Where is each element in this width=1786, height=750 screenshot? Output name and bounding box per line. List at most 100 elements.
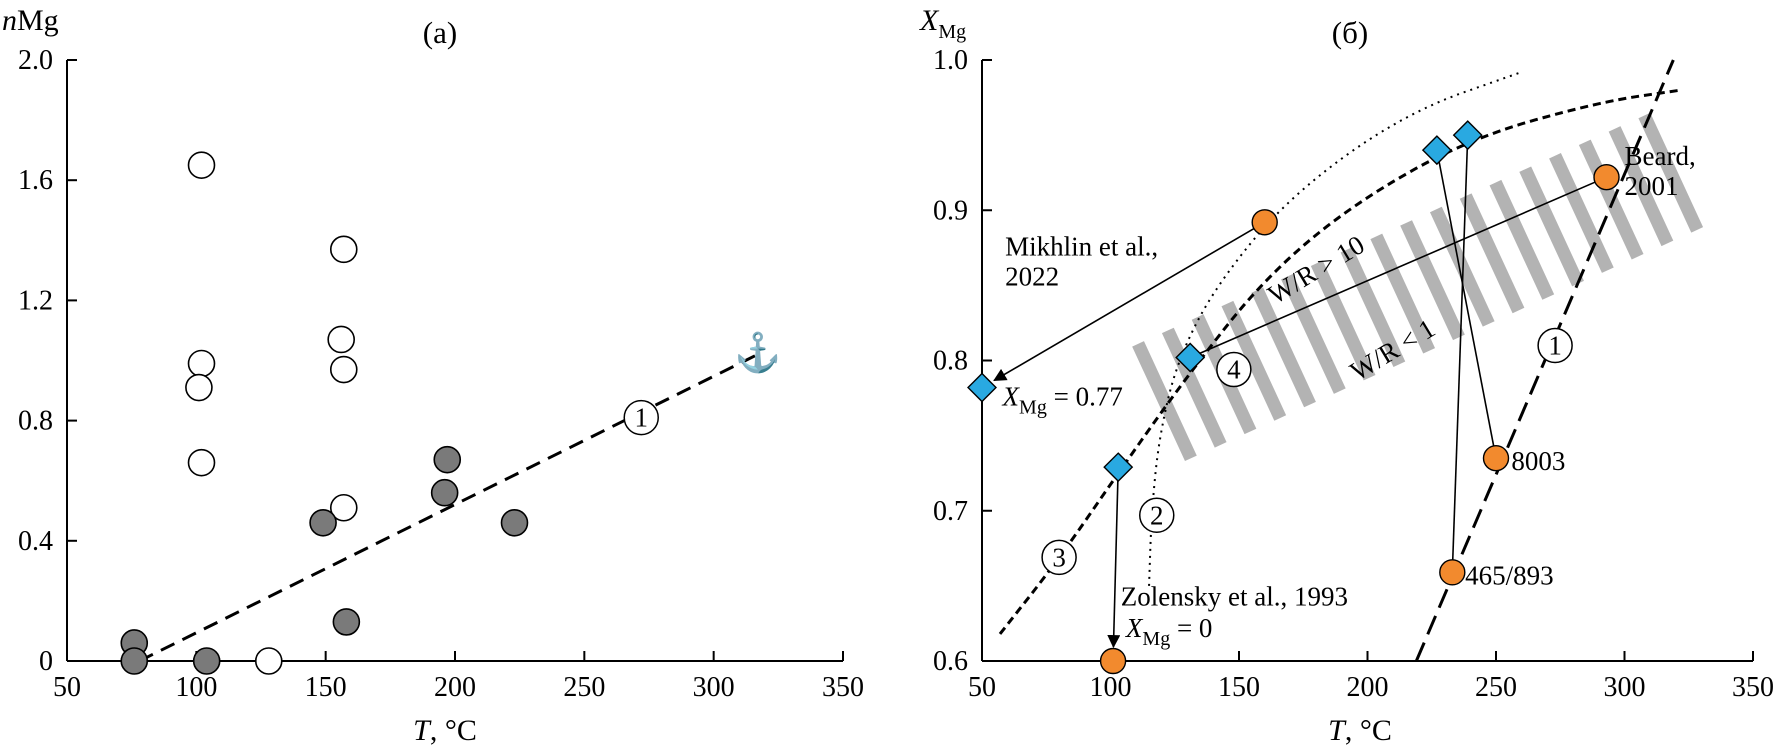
panel-b-y-tick-label: 1.0 bbox=[933, 45, 968, 76]
panel-b-y-axis-title-italic: X bbox=[919, 4, 940, 37]
panel-b-band-stripe bbox=[1578, 139, 1644, 260]
panel-b-orange-point bbox=[1099, 647, 1127, 675]
panel-a-y-tick-label: 2.0 bbox=[18, 45, 53, 76]
panel-a-filled-point bbox=[192, 647, 221, 675]
panel-b-x-axis-title-rest: , °C bbox=[1345, 714, 1392, 747]
panel-a-x-axis-title-rest: , °C bbox=[430, 714, 477, 747]
panel-a-y-tick-label: 0.8 bbox=[18, 406, 53, 437]
panel-b-x-tick-label: 300 bbox=[1604, 672, 1646, 703]
panel-a-y-axis-title-rest: Mg bbox=[17, 4, 59, 37]
panel-b-blue-diamond bbox=[1421, 135, 1452, 166]
panel-b-band-stripe bbox=[1221, 300, 1287, 421]
panel-b-curves bbox=[998, 59, 1682, 662]
panel-a-y-tick-label: 0 bbox=[39, 646, 53, 677]
panel-b-orange-point bbox=[1439, 559, 1466, 586]
panel-b-blue-diamond bbox=[1103, 452, 1134, 483]
panel-b-y-tick-label: 0.6 bbox=[933, 646, 968, 677]
panel-a-open-point bbox=[187, 151, 216, 179]
panel-b-label-4: 4 bbox=[1227, 355, 1241, 385]
panel-b-label-beard-line: 2001 bbox=[1625, 171, 1679, 201]
panel-b-connector-line bbox=[1436, 149, 1497, 459]
panel-a-open-point bbox=[185, 373, 213, 402]
panel-b-label-xmg-0-subscript: Mg bbox=[1142, 628, 1170, 650]
panel-b-orange-point bbox=[1593, 163, 1620, 191]
panel-b-y-tick-label: 0.9 bbox=[933, 195, 968, 226]
panel-b-curve-2 bbox=[1148, 71, 1523, 586]
panel-a-x-axis-title-italic: T bbox=[413, 714, 432, 747]
panel-b-x-tick-label: 350 bbox=[1732, 672, 1774, 703]
panel-b-band-stripe bbox=[1340, 247, 1406, 367]
panel-a-open-point bbox=[329, 355, 358, 384]
panel-a-axes: 50 100 150 200 250 300 350 0 0.4 0.8 1.2 1.6 2.0 bbox=[18, 45, 864, 703]
panel-a-points bbox=[120, 151, 529, 675]
panel-b-label-xmg-077-value: = 0.77 bbox=[1047, 382, 1123, 412]
panel-a-x-tick-label: 300 bbox=[693, 672, 735, 703]
panel-a-trend-line bbox=[138, 353, 759, 663]
panel-b-blue-diamond bbox=[967, 372, 997, 403]
panel-b-band-stripe bbox=[1370, 233, 1436, 354]
panel-b-x-tick-label: 50 bbox=[968, 672, 996, 703]
panel-b: (б) XMg T, °C 50 100 150 200 250 300 3500.60.7… bbox=[919, 4, 1774, 747]
panel-b-connectors bbox=[993, 135, 1607, 649]
panel-b-curve-1 bbox=[1414, 59, 1675, 662]
panel-b-band-stripe bbox=[1400, 220, 1465, 341]
panel-b-axes: 50 100 150 200 250 300 350 0.6 0.7 0.8 0.9 1.0 bbox=[933, 45, 1774, 703]
panel-a-filled-point bbox=[433, 445, 462, 474]
panel-a-x-tick-label: 50 bbox=[53, 672, 81, 703]
panel-a-y-axis-title: nMg bbox=[2, 4, 59, 37]
panel-a-open-point bbox=[187, 349, 216, 378]
panel-b-label-465: 465/893 bbox=[1465, 560, 1554, 590]
panel-b-curve-3 bbox=[998, 88, 1682, 635]
panel-a-open-point bbox=[329, 493, 358, 522]
panel-b-y-axis-title: XMg bbox=[919, 4, 966, 43]
panel-b-connector-line bbox=[1189, 176, 1607, 359]
panel-b-label-beard-line: Beard, bbox=[1625, 141, 1696, 171]
panel-a-open-point bbox=[329, 235, 358, 264]
panel-a-open-point bbox=[327, 325, 355, 354]
panel-a-x-axis-title: T, °C bbox=[413, 714, 477, 747]
panel-b-blue-diamond bbox=[1452, 120, 1483, 151]
panel-b-label-xmg-077: XMg = 0.77 bbox=[1002, 382, 1123, 419]
panel-a-title: (a) bbox=[423, 15, 457, 50]
panel-b-label-xmg-077-symbol: X bbox=[1002, 382, 1021, 412]
panel-b-label-8003: 8003 bbox=[1511, 446, 1565, 476]
panel-a-y-tick-label: 0.4 bbox=[18, 526, 53, 557]
panel-b-x-axis-title-italic: T bbox=[1328, 714, 1347, 747]
panel-a-open-point bbox=[187, 448, 216, 477]
panel-b-x-axis-title: T, °C bbox=[1328, 714, 1392, 747]
panel-a-label-circle bbox=[623, 399, 659, 436]
panel-a-filled-point bbox=[332, 608, 361, 636]
panel-b-band-stripe bbox=[1519, 166, 1584, 287]
panel-b-band-stripe bbox=[1281, 273, 1346, 394]
panel-b-hatched-band bbox=[1132, 112, 1704, 462]
panel-b-label-mikhlin-line: 2022 bbox=[1005, 261, 1059, 291]
panel-b-label-1: 1 bbox=[1548, 330, 1562, 360]
panel-b-band-stripe bbox=[1429, 206, 1495, 327]
panel-a-y-tick-label: 1.6 bbox=[18, 165, 53, 196]
panel-b-y-tick-label: 0.7 bbox=[933, 496, 968, 527]
panel-b-label-xmg-0-symbol: X bbox=[1125, 613, 1144, 643]
panel-a-filled-point bbox=[500, 508, 529, 537]
panel-b-y-axis-title-sub: Mg bbox=[938, 21, 966, 43]
panel-b-annotations: Beard, 2001 Mikhlin et al., 2022 Zolensky et… bbox=[1002, 141, 1696, 650]
panel-b-label-zolensky: Zolensky et al., 1993 bbox=[1121, 581, 1348, 611]
panel-a-y-tick-label: 1.2 bbox=[18, 285, 53, 316]
panel-b-band-stripe bbox=[1608, 126, 1674, 247]
panel-a-filled-point bbox=[120, 647, 149, 675]
panel-a-anchor-icon: ⚓ bbox=[734, 330, 781, 374]
panel-b-arrow bbox=[1107, 467, 1121, 649]
panel-a-filled-point bbox=[309, 508, 337, 537]
panel-b-band-stripe bbox=[1549, 153, 1614, 273]
panel-b-blue-diamond bbox=[1175, 342, 1206, 373]
panel-b-band-stripe bbox=[1489, 179, 1555, 300]
panel-b-x-tick-label: 200 bbox=[1347, 672, 1389, 703]
panel-b-band-stripe bbox=[1132, 341, 1197, 462]
panel-b-connector-line bbox=[1451, 135, 1469, 573]
panel-b-x-tick-label: 100 bbox=[1090, 672, 1132, 703]
panel-a-annotations: 1⚓ bbox=[623, 330, 781, 436]
panel-b-band-stripe bbox=[1638, 112, 1704, 233]
panel-b-label-mikhlin-line: Mikhlin et al., bbox=[1005, 231, 1158, 261]
panel-b-label-4-circle bbox=[1216, 351, 1252, 388]
panel-b-orange-point bbox=[1482, 444, 1510, 472]
panel-b-label-xmg-0: XMg = 0 bbox=[1125, 613, 1213, 650]
